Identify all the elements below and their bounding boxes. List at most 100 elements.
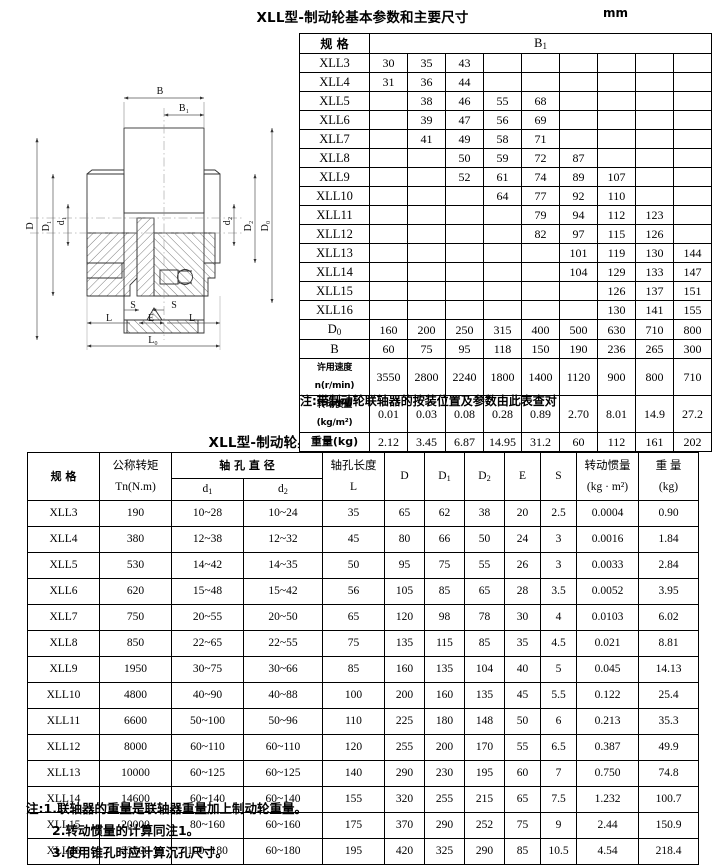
t2-cell-spec: XLL5: [27, 552, 100, 579]
t1-param-value: 265: [635, 339, 674, 359]
t1-param-value: 160: [369, 319, 408, 340]
t1-cell-b1: [407, 148, 446, 168]
t1-cell-b1: [407, 205, 446, 225]
t2-table-row: XLL6 620 15~48 15~42 56 105 85 65 28 3.5 0.0052 3.9…: [27, 578, 699, 605]
t2-cell-weight: 35.3: [638, 708, 699, 735]
t1-param-value: 2240: [445, 358, 484, 396]
t2-cell-d2: 60~110: [243, 734, 323, 761]
th-S: S: [540, 452, 577, 501]
dim-label-L-right: L: [189, 313, 195, 324]
t2-cell-inertia: 0.387: [576, 734, 639, 761]
t1-cell-b1: [672, 91, 713, 111]
t2-cell-weight: 74.8: [638, 760, 699, 787]
t2-cell-D1: 290: [424, 812, 465, 839]
t2-cell-D: 225: [384, 708, 425, 735]
t1-cell-b1: 46: [445, 91, 484, 111]
dim-label-E: E: [148, 313, 154, 324]
t1-cell-b1: [445, 186, 484, 206]
t1-cell-b1: [521, 72, 560, 92]
t1-param-label: 许用速度n(r/min): [299, 358, 370, 396]
t1-cell-b1: [672, 224, 713, 244]
th-nominal-torque-line2: Tn(N.m): [115, 480, 156, 493]
t1-param-value: 112: [597, 432, 636, 452]
t1-cell-b1: [369, 167, 408, 187]
t1-cell-spec: XLL10: [299, 186, 370, 206]
t2-cell-torque: 620: [99, 578, 172, 605]
t2-cell-torque: 190: [99, 500, 172, 527]
t1-param-row: D0 160 200 250 315 400 500 630 710 800: [299, 319, 713, 340]
t2-cell-D1: 135: [424, 656, 465, 683]
t1-cell-b1: 49: [445, 129, 484, 149]
t1-cell-b1: 41: [407, 129, 446, 149]
t1-table-row: XLL16 130 141 155: [299, 300, 713, 320]
t1-param-value: 14.95: [483, 432, 522, 452]
t2-cell-L: 140: [322, 760, 385, 787]
t1-cell-b1: [635, 186, 674, 206]
t1-cell-b1: [597, 129, 636, 149]
t2-table-row: XLL4 380 12~38 12~32 45 80 66 50 24 3 0.0016 1.84: [27, 526, 699, 553]
t2-cell-D2: 215: [464, 786, 505, 813]
t2-cell-D: 105: [384, 578, 425, 605]
t2-cell-E: 50: [504, 708, 541, 735]
t1-param-label: 转动惯量(kg/m²): [299, 395, 370, 433]
th-bore-length-line1: 轴孔长度: [330, 459, 377, 472]
t2-cell-S: 2.5: [540, 500, 577, 527]
t2-cell-inertia: 0.213: [576, 708, 639, 735]
t2-cell-S: 7: [540, 760, 577, 787]
t2-cell-D1: 66: [424, 526, 465, 553]
t1-cell-b1: [369, 91, 408, 111]
t1-cell-b1: [672, 129, 713, 149]
t1-cell-b1: 87: [559, 148, 598, 168]
t2-cell-D1: 85: [424, 578, 465, 605]
t2-cell-torque: 380: [99, 526, 172, 553]
t2-cell-spec: XLL15: [27, 812, 100, 839]
t1-cell-spec: XLL3: [299, 53, 370, 73]
t1-cell-b1: [407, 300, 446, 320]
t1-cell-b1: 71: [521, 129, 560, 149]
t2-cell-D: 80: [384, 526, 425, 553]
t1-table-row: XLL13 101 119 130 144: [299, 243, 713, 263]
t1-cell-b1: 74: [521, 167, 560, 187]
t2-cell-S: 6: [540, 708, 577, 735]
t2-cell-weight: 1.84: [638, 526, 699, 553]
t1-cell-b1: [521, 243, 560, 263]
t1-param-value: 1400: [521, 358, 560, 396]
t1-cell-spec: XLL8: [299, 148, 370, 168]
t2-cell-D2: 85: [464, 630, 505, 657]
t1-param-value: 60: [559, 432, 598, 452]
t1-cell-b1: [369, 186, 408, 206]
t2-cell-D1: 62: [424, 500, 465, 527]
t1-param-value: 190: [559, 339, 598, 359]
t2-cell-spec: XLL10: [27, 682, 100, 709]
t1-cell-b1: 94: [559, 205, 598, 225]
t1-param-value: 800: [672, 319, 713, 340]
t1-param-row: 重量(kg) 2.12 3.45 6.87 14.95 31.2 60 112 161 202: [299, 432, 713, 452]
t1-cell-b1: [445, 262, 484, 282]
t1-cell-b1: 35: [407, 53, 446, 73]
t1-param-value: 6.87: [445, 432, 484, 452]
t1-param-value: 250: [445, 319, 484, 340]
t2-cell-D2: 195: [464, 760, 505, 787]
th-D2: D2: [464, 452, 505, 501]
t1-cell-b1: [597, 110, 636, 130]
t2-cell-d1: 100~180: [171, 838, 244, 865]
t2-cell-weight: 49.9: [638, 734, 699, 761]
t2-cell-D1: 230: [424, 760, 465, 787]
t2-cell-D2: 104: [464, 656, 505, 683]
t1-cell-b1: [559, 129, 598, 149]
t2-cell-d1: 50~100: [171, 708, 244, 735]
t1-cell-b1: [597, 53, 636, 73]
t1-table-row: XLL5 38 46 55 68: [299, 91, 713, 111]
t1-cell-b1: [407, 186, 446, 206]
t1-cell-b1: [369, 110, 408, 130]
t1-cell-b1: [407, 281, 446, 301]
t2-cell-E: 28: [504, 578, 541, 605]
t2-cell-D1: 75: [424, 552, 465, 579]
t1-cell-b1: [407, 167, 446, 187]
t1-param-value: 27.2: [672, 395, 713, 433]
t1-cell-b1: [597, 72, 636, 92]
t2-cell-S: 3: [540, 526, 577, 553]
t1-cell-b1: 130: [635, 243, 674, 263]
dim-label-L0: L₀: [148, 335, 158, 346]
t2-cell-D: 135: [384, 630, 425, 657]
